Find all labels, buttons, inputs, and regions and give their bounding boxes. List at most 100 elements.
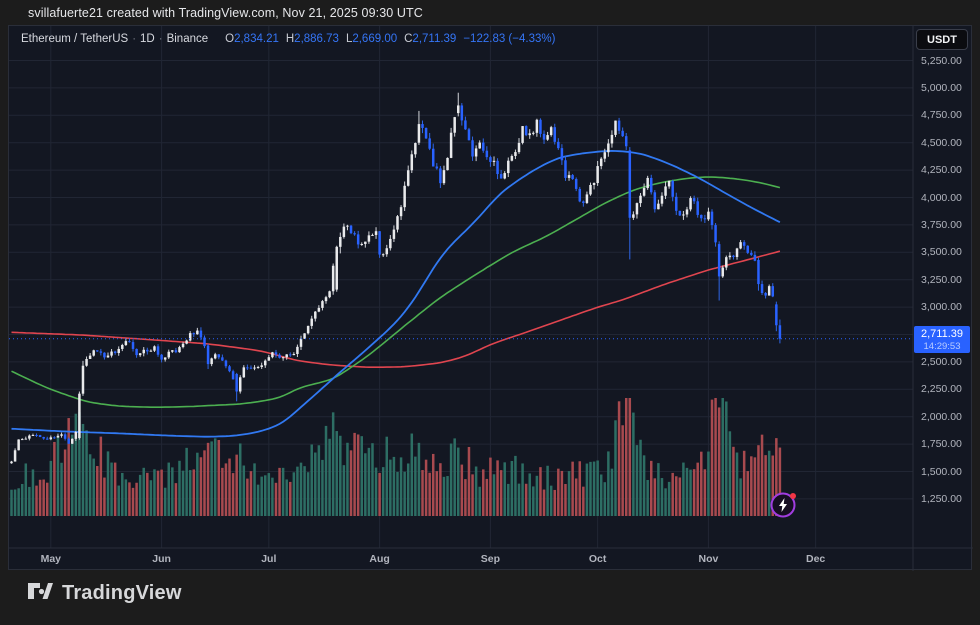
volume-bar xyxy=(181,470,185,516)
chart-panel[interactable]: Ethereum / TetherUS · 1D · Binance O2,834.21 H… xyxy=(8,25,973,571)
close-key: C xyxy=(404,33,413,45)
candle-body xyxy=(238,377,242,392)
volume-bar xyxy=(314,452,317,516)
candle-body xyxy=(485,150,489,158)
volume-bar xyxy=(560,470,564,516)
volume-bar xyxy=(138,474,142,516)
volume-bar xyxy=(353,432,356,516)
candle-body xyxy=(453,117,456,133)
volume-bar xyxy=(607,451,610,516)
candle-body xyxy=(535,119,539,133)
candle-body xyxy=(442,170,446,184)
current-price-value: 2,711.39 xyxy=(920,327,963,340)
candle-body xyxy=(289,354,292,356)
volume-bar xyxy=(203,450,206,516)
volume-bar xyxy=(160,469,163,516)
candle-body xyxy=(449,132,453,158)
volume-bar xyxy=(278,467,281,516)
candle-body xyxy=(514,152,517,156)
candle-body xyxy=(682,214,685,216)
candle-body xyxy=(314,311,317,319)
price-tick-label: 3,000.00 xyxy=(921,301,962,314)
volume-bar xyxy=(742,450,746,516)
legend-separator: · xyxy=(158,33,163,45)
volume-bar xyxy=(124,479,128,516)
candle-body xyxy=(10,461,13,464)
volume-bar xyxy=(449,443,453,516)
candle-body xyxy=(299,338,303,347)
volume-bar xyxy=(246,478,249,516)
volume-bar xyxy=(739,478,742,516)
candle-body xyxy=(292,353,296,356)
candle-body xyxy=(356,234,360,245)
candle-body xyxy=(492,160,496,162)
volume-bar xyxy=(496,460,499,516)
candle-body xyxy=(546,135,549,140)
candle-body xyxy=(560,148,564,161)
volume-bar xyxy=(224,463,228,516)
candle-body xyxy=(689,198,692,210)
candle-body xyxy=(767,286,771,296)
time-axis-scale[interactable]: May Jun Jul Aug Sep Oct Nov Dec xyxy=(9,548,973,570)
volume-bar xyxy=(235,454,238,516)
candle-body xyxy=(203,337,206,347)
candle-body xyxy=(564,160,567,178)
price-chart-canvas[interactable] xyxy=(9,26,973,571)
candle-body xyxy=(739,242,742,249)
volume-bar xyxy=(367,447,371,516)
volume-bar xyxy=(242,465,246,516)
volume-bar xyxy=(517,483,521,516)
candle-body xyxy=(421,124,424,128)
candle-body xyxy=(360,244,364,246)
volume-bar xyxy=(632,412,635,516)
volume-bar xyxy=(13,489,17,516)
candle-body xyxy=(667,180,671,187)
lightning-quick-trade-button[interactable] xyxy=(768,489,802,523)
volume-bar xyxy=(710,399,714,516)
volume-bar xyxy=(628,398,632,516)
volume-bar xyxy=(178,460,181,516)
volume-bar xyxy=(45,482,49,516)
candle-body xyxy=(639,195,642,204)
volume-bar xyxy=(421,470,424,516)
volume-bar xyxy=(210,441,213,516)
volume-bar xyxy=(346,442,349,516)
candle-body xyxy=(503,173,506,179)
candle-body xyxy=(221,357,224,361)
candle-body xyxy=(67,438,70,444)
candle-body xyxy=(49,437,53,440)
volume-bar xyxy=(60,462,63,516)
candle-body xyxy=(549,127,553,136)
volume-bar xyxy=(103,477,106,516)
candle-body xyxy=(178,347,181,353)
tradingview-logo-text: TradingView xyxy=(62,582,182,604)
price-axis-scale[interactable]: 5,250.00 5,000.00 4,750.00 4,500.00 4,250.00… xyxy=(913,26,973,548)
tradingview-logo-icon xyxy=(28,582,53,599)
candle-body xyxy=(24,438,28,440)
candle-body xyxy=(281,357,285,359)
volume-bar xyxy=(317,445,321,516)
price-tick-label: 1,750.00 xyxy=(921,438,962,451)
volume-bar xyxy=(642,455,646,516)
candle-body xyxy=(74,431,78,439)
tradingview-logo[interactable]: TradingView xyxy=(28,582,182,605)
volume-bar xyxy=(478,486,481,516)
volume-bar xyxy=(303,466,306,516)
volume-bar xyxy=(624,398,628,516)
volume-bar xyxy=(228,458,231,516)
candle-body xyxy=(399,207,403,217)
candle-body xyxy=(632,214,635,218)
candle-body xyxy=(153,346,156,351)
volume-bar xyxy=(424,459,428,516)
candle-body xyxy=(353,233,356,235)
candle-body xyxy=(607,143,610,153)
volume-bar xyxy=(678,477,682,516)
candle-body xyxy=(624,136,628,147)
candle-body xyxy=(678,210,682,216)
candle-body xyxy=(285,354,288,358)
volume-bar xyxy=(471,474,474,516)
candle-body xyxy=(732,255,735,257)
volume-bar xyxy=(721,398,724,516)
volume-bar xyxy=(775,438,778,516)
currency-toggle-button[interactable]: USDT xyxy=(916,29,968,50)
